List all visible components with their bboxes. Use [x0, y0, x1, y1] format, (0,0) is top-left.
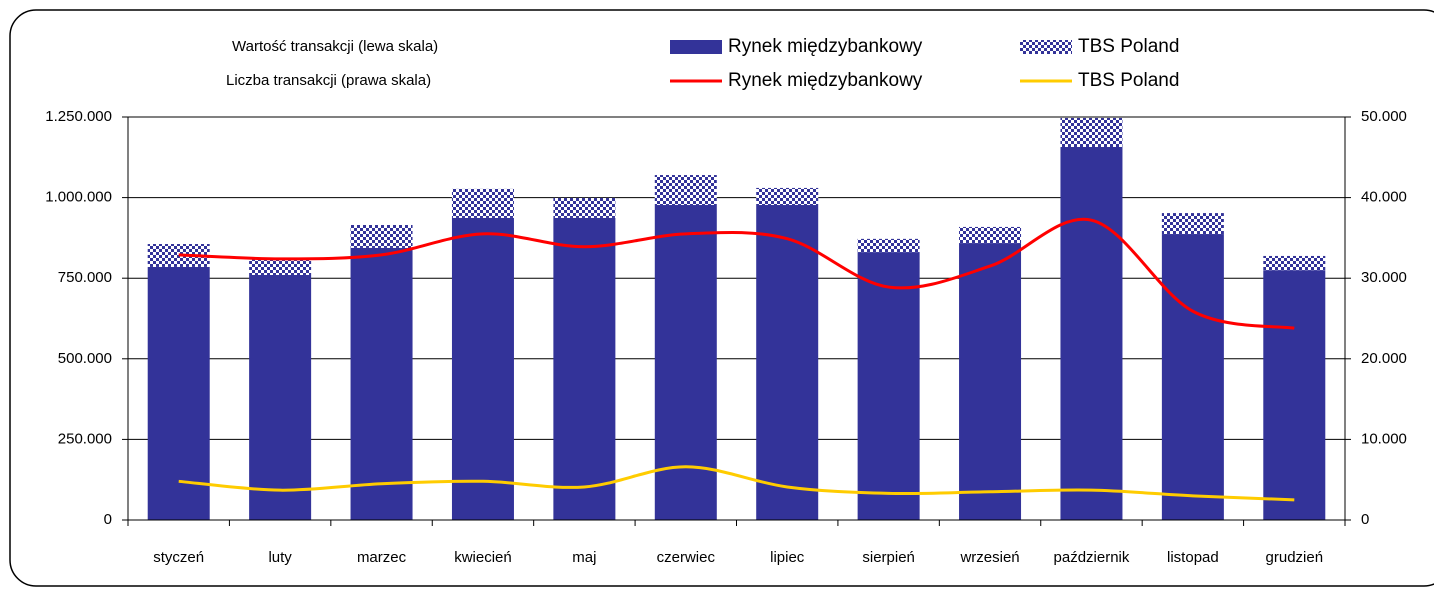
- legend-label: TBS Poland: [1078, 70, 1179, 91]
- y2-tick-label: 40.000: [1361, 189, 1407, 206]
- line: [178, 217, 1295, 330]
- x-tick-label: luty: [268, 549, 292, 566]
- y2-tick-label: 30.000: [1361, 269, 1407, 286]
- bar: [553, 197, 616, 218]
- y-tick-label: 500.000: [58, 350, 112, 367]
- y-tick-label: 0: [104, 511, 112, 528]
- y2-tick-label: 0: [1361, 511, 1369, 528]
- line: [178, 465, 1295, 502]
- bar: [451, 188, 514, 218]
- y-tick-label: 1.250.000: [45, 108, 112, 125]
- bar: [1060, 146, 1123, 520]
- bar: [654, 175, 717, 206]
- y-tick-label: 1.000.000: [45, 189, 112, 206]
- y2-tick-label: 10.000: [1361, 430, 1407, 447]
- legend-title: Wartość transakcji (lewa skala): [232, 38, 438, 55]
- bar: [1161, 213, 1224, 235]
- bar: [756, 187, 819, 206]
- bar: [1060, 117, 1123, 147]
- y-tick-label: 250.000: [58, 430, 112, 447]
- legend-label: TBS Poland: [1078, 36, 1179, 57]
- bar: [249, 257, 312, 275]
- legend-swatch: [1020, 40, 1072, 54]
- bar: [553, 217, 616, 520]
- bar: [1263, 270, 1326, 520]
- bar: [959, 243, 1022, 520]
- x-tick-label: czerwiec: [657, 549, 716, 566]
- legend-swatch: [670, 40, 722, 54]
- bar: [350, 225, 413, 248]
- legend-label: Rynek międzybankowy: [728, 36, 923, 57]
- bar: [857, 238, 920, 253]
- bar: [959, 226, 1022, 244]
- legend-label: Rynek międzybankowy: [728, 70, 923, 91]
- bar: [350, 247, 413, 520]
- x-tick-label: lipiec: [770, 549, 805, 566]
- y2-tick-label: 50.000: [1361, 108, 1407, 125]
- bar: [249, 274, 312, 520]
- x-tick-label: kwiecień: [454, 549, 512, 566]
- x-tick-label: styczeń: [153, 549, 204, 566]
- x-tick-label: wrzesień: [959, 549, 1019, 566]
- bar: [654, 205, 717, 520]
- bar: [147, 266, 210, 520]
- x-tick-label: grudzień: [1266, 549, 1324, 566]
- legend-title: Liczba transakcji (prawa skala): [226, 72, 431, 89]
- x-tick-label: marzec: [357, 549, 407, 566]
- x-tick-label: sierpień: [862, 549, 915, 566]
- frame: [9, 9, 1434, 587]
- y2-tick-label: 20.000: [1361, 350, 1407, 367]
- bar: [1263, 255, 1326, 271]
- y-tick-label: 750.000: [58, 269, 112, 286]
- x-tick-label: maj: [572, 549, 596, 566]
- bar: [451, 217, 514, 520]
- bar: [1161, 234, 1224, 521]
- bar: [857, 252, 920, 520]
- bar: [756, 205, 819, 520]
- x-tick-label: listopad: [1167, 549, 1219, 566]
- x-tick-label: październik: [1054, 549, 1130, 566]
